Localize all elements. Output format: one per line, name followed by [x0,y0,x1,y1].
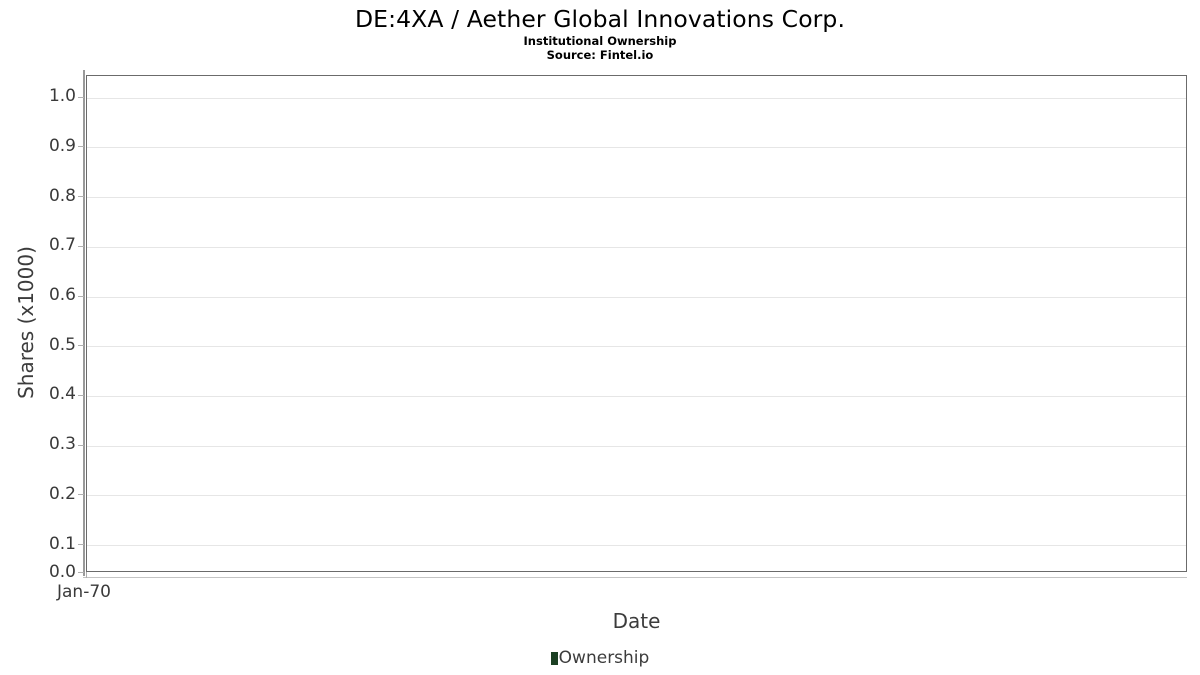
chart-legend: Ownership [0,648,1200,668]
y-tickmark-0.9 [78,146,84,148]
legend-swatch-icon [550,651,558,665]
gridline-0.3 [87,445,1186,447]
gridline-0.8 [87,197,1186,199]
y-axis-spine [83,70,85,576]
legend-item-label: Ownership [558,648,650,668]
y-tickmark-0.3 [78,444,84,446]
data-series-layer [87,76,1186,571]
y-tick-label: 0.5 [48,334,76,355]
gridline-0.6 [87,296,1186,298]
y-tickmark-0.1 [78,544,84,545]
y-tickmark-0.2 [78,494,84,496]
y-tickmark-0.7 [78,245,84,247]
y-tick-label: 0.8 [48,185,76,206]
gridline-1.0 [87,97,1186,99]
chart-title: DE:4XA / Aether Global Innovations Corp. [354,5,846,33]
gridline-0.5 [87,346,1186,348]
y-tick-label: 0.6 [48,285,76,305]
gridline-0.1 [87,545,1186,546]
x-tickmark-jan-70 [86,572,87,578]
y-tick-label: 1.0 [48,86,76,107]
plot-area [86,75,1187,572]
x-axis-spine [83,577,1187,579]
y-tickmark-1.0 [78,96,84,98]
chart-source-label: Source: Fintel.io [546,48,654,62]
y-tickmark-0.6 [78,295,84,297]
gridline-0.2 [87,495,1186,497]
gridline-0.4 [87,395,1186,397]
x-tick-label: Jan-70 [57,582,111,602]
chart-title-block: DE:4XA / Aether Global Innovations Corp.… [0,0,1200,62]
y-tickmark-0.0 [78,572,84,573]
y-tickmark-0.4 [78,394,84,396]
y-tick-label: 0.7 [48,235,76,256]
y-tick-label: 0.2 [48,483,76,504]
y-tickmark-0.5 [78,345,84,347]
y-tick-label: 0.1 [48,533,76,554]
chart-subtitle: Institutional Ownership [523,34,677,48]
y-axis-title: Shares (x1000) [14,246,38,399]
x-axis-title: Date [612,609,661,633]
y-tick-label: 0.3 [48,434,76,455]
legend-item-ownership[interactable]: Ownership [550,648,650,668]
y-tickmark-0.8 [78,196,84,198]
y-tick-label: 0.4 [48,384,76,405]
gridline-0.7 [87,246,1186,248]
y-tick-label: 0.9 [48,135,76,156]
gridline-0.9 [87,147,1186,149]
y-tick-label: 0.0 [48,561,76,582]
